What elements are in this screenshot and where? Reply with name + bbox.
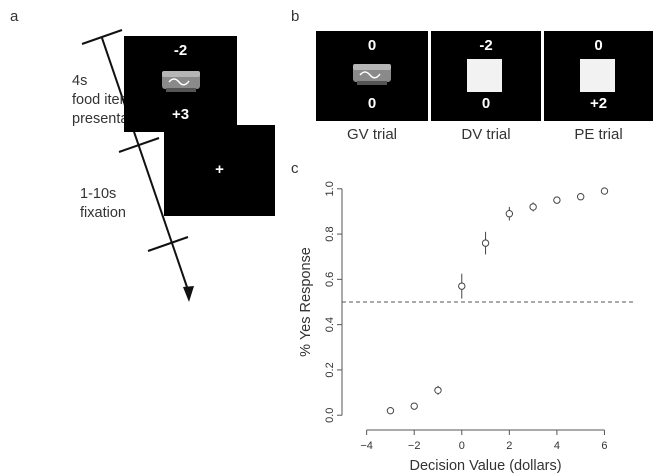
timeline-tick-end: [147, 236, 189, 252]
y-axis: 0.0 0.2 0.4 0.6 0.8 1.0: [324, 181, 342, 423]
dv-trial-screen: -2 0: [431, 31, 541, 121]
dv-bottom-value: 0: [481, 95, 491, 112]
panel-letter-c: c: [291, 160, 299, 177]
x-axis: −4 −2 0 2 4 6: [360, 430, 608, 452]
screen1-bottom-value: +3: [171, 106, 190, 123]
data-point: [600, 187, 609, 195]
y-tick-label: 1.0: [324, 181, 336, 196]
x-tick-label: 0: [459, 440, 465, 452]
phase-label-fixation: 1-10s fixation: [80, 185, 126, 223]
data-point: [481, 239, 490, 247]
panel-letter-b: b: [291, 8, 300, 25]
timeline-axis: [101, 37, 189, 291]
y-tick-label: 0.4: [324, 317, 336, 332]
gv-top-value: 0: [367, 37, 377, 54]
data-point: [458, 282, 466, 290]
phase1-duration: 4s: [72, 73, 88, 89]
timeline-arrow-diagram: [81, 29, 194, 302]
data-point: [553, 196, 561, 204]
data-point: [386, 406, 395, 415]
gv-bottom-value: 0: [367, 95, 377, 112]
y-axis-label: % Yes Response: [298, 247, 314, 357]
x-tick-label: 6: [601, 440, 607, 452]
data-point: [410, 402, 418, 410]
data-point: [576, 193, 585, 201]
x-tick-label: 2: [506, 440, 512, 452]
fixation-cross: +: [215, 161, 224, 178]
white-square: [580, 59, 615, 92]
white-square: [467, 59, 502, 92]
pe-trial-caption: PE trial: [574, 126, 623, 143]
timeline-tick-start: [81, 29, 123, 45]
presentation-screen: -2 +3: [124, 36, 237, 132]
timeline-arrowhead: [183, 286, 194, 302]
phase2-duration: 1-10s: [80, 186, 117, 202]
pe-top-value: 0: [594, 37, 603, 54]
candy-bar-icon: [162, 71, 200, 92]
dv-trial-caption: DV trial: [461, 126, 511, 143]
candy-bar-icon: [353, 64, 391, 85]
y-tick-label: 0.8: [324, 226, 336, 241]
gv-trial-screen: 0 0: [316, 31, 428, 121]
timeline-tick-mid: [118, 137, 160, 153]
data-point: [434, 386, 442, 395]
data-point: [529, 203, 537, 211]
data-points: [386, 187, 609, 415]
x-axis-label: Decision Value (dollars): [410, 458, 562, 474]
x-tick-label: −2: [408, 440, 421, 452]
pe-bottom-value: +2: [589, 95, 608, 112]
decision-value-chart: −4 −2 0 2 4 6 0.0 0.2 0.4 0.6 0.8 1.0 Decision Val…: [298, 181, 633, 474]
y-tick-label: 0.0: [324, 408, 336, 423]
screen1-top-value: -2: [173, 42, 188, 59]
fixation-screen: +: [164, 125, 275, 216]
y-tick-label: 0.6: [324, 272, 336, 287]
dv-top-value: -2: [479, 37, 493, 54]
x-tick-label: −4: [360, 440, 373, 452]
data-point: [505, 209, 514, 218]
pe-trial-screen: 0 +2: [544, 31, 653, 121]
phase2-line2: fixation: [80, 205, 126, 221]
x-tick-label: 4: [554, 440, 560, 452]
gv-trial-caption: GV trial: [346, 126, 397, 143]
phase1-line2: food item: [72, 92, 132, 108]
panel-letter-a: a: [10, 8, 19, 25]
y-tick-label: 0.2: [324, 362, 336, 377]
